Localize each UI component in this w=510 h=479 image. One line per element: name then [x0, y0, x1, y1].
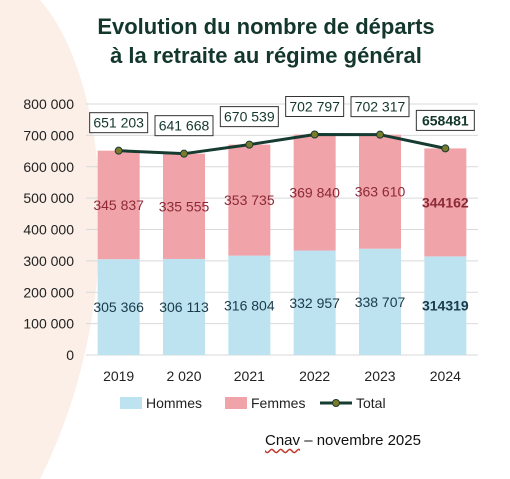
legend-label-total: Total: [356, 395, 386, 411]
data-label-hommes: 338 707: [355, 294, 406, 310]
legend-label-femmes: Femmes: [251, 395, 305, 411]
y-tick-label: 300 000: [23, 253, 74, 269]
data-label-femmes: 335 555: [159, 198, 210, 214]
y-tick-label: 0: [66, 347, 74, 363]
bar-hommes-2023: [359, 248, 401, 355]
data-label-femmes: 344162: [422, 194, 469, 210]
total-point: [376, 130, 384, 139]
source-date: – novembre 2025: [300, 432, 421, 449]
x-tick-label: 2024: [430, 368, 461, 384]
y-tick-label: 700 000: [23, 127, 74, 143]
legend-marker-total: [332, 399, 340, 407]
total-label-box: [350, 96, 410, 118]
x-tick-label: 2021: [234, 368, 265, 384]
total-label-box: [89, 112, 149, 134]
y-tick-label: 500 000: [23, 190, 74, 206]
data-label-femmes: 363 610: [355, 184, 406, 200]
data-label-total: 641 668: [159, 118, 210, 134]
total-point: [310, 130, 319, 139]
data-label-total: 702 317: [355, 99, 406, 115]
bar-femmes-2020: [163, 153, 205, 259]
y-tick-label: 400 000: [23, 222, 74, 238]
total-label-box: [154, 115, 214, 137]
x-tick-label: 2 020: [166, 368, 201, 384]
total-point: [245, 140, 254, 149]
y-tick-label: 100 000: [23, 316, 74, 332]
total-point: [114, 146, 123, 155]
x-tick-label: 2022: [299, 368, 330, 384]
y-tick-label: 800 000: [23, 96, 74, 112]
chart-title-line-2: à la retraite au régime général: [110, 43, 422, 68]
data-label-total: 702 797: [289, 98, 340, 114]
legend-swatch-femmes: [225, 397, 247, 409]
bar-femmes-2023: [359, 134, 401, 249]
y-tick-label: 600 000: [23, 159, 74, 175]
bar-hommes-2022: [293, 250, 336, 355]
bar-hommes-2021: [228, 255, 271, 355]
total-label-box: [415, 109, 475, 131]
total-point: [180, 149, 188, 158]
bar-femmes-2022: [293, 134, 336, 251]
x-tick-label: 2019: [103, 368, 134, 384]
decorative-curve: [0, 0, 101, 479]
legend-swatch-hommes: [120, 397, 142, 409]
data-label-total: 658481: [422, 112, 469, 128]
bar-femmes-2021: [228, 144, 271, 256]
data-label-total: 670 539: [224, 109, 275, 125]
x-tick-label: 2023: [364, 368, 395, 384]
data-label-hommes: 306 113: [159, 299, 209, 315]
data-label-hommes: 305 366: [93, 299, 144, 315]
data-label-total: 651 203: [93, 115, 144, 131]
data-label-hommes: 332 957: [289, 295, 340, 311]
total-point: [441, 144, 450, 153]
data-label-femmes: 369 840: [289, 185, 340, 201]
bar-hommes-2020: [163, 258, 205, 355]
bar-hommes-2019: [97, 259, 140, 355]
total-line: [118, 132, 446, 156]
source-note: Cnav – novembre 2025: [265, 432, 421, 449]
total-label-box: [285, 95, 345, 117]
total-label-box: [219, 106, 279, 128]
data-label-hommes: 314319: [422, 298, 469, 314]
bar-femmes-2019: [97, 150, 140, 260]
y-tick-label: 200 000: [23, 284, 74, 300]
data-label-hommes: 316 804: [224, 297, 275, 313]
bar-hommes-2024: [424, 256, 467, 355]
data-label-femmes: 345 837: [93, 197, 144, 213]
legend-label-hommes: Hommes: [146, 395, 202, 411]
bar-femmes-2024: [424, 148, 467, 257]
chart-title: Evolution du nombre de départs à la retr…: [0, 12, 510, 70]
source-name: Cnav: [265, 432, 301, 449]
data-label-femmes: 353 735: [224, 192, 275, 208]
chart-title-line-1: Evolution du nombre de départs: [97, 14, 435, 39]
